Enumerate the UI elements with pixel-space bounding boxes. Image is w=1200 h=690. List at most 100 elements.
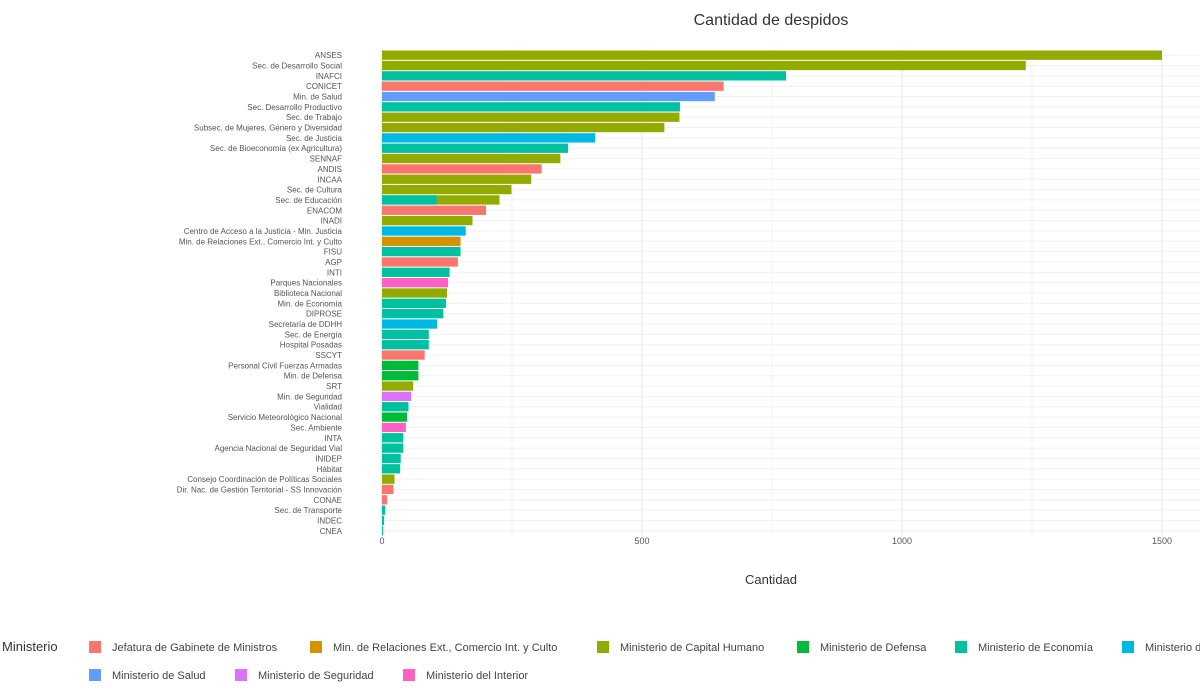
category-label: ENACOM bbox=[307, 206, 342, 215]
x-tick-label: 1500 bbox=[1152, 536, 1172, 546]
category-label: Biblioteca Nacional bbox=[274, 289, 342, 298]
category-label: INTI bbox=[327, 268, 342, 277]
legend-entry-label: Ministerio de Justicia bbox=[1145, 642, 1200, 654]
bar-3 bbox=[382, 81, 724, 91]
bar-29 bbox=[382, 350, 425, 360]
bar-14-segment-0 bbox=[382, 195, 437, 205]
x-tick-label: 1000 bbox=[892, 536, 912, 546]
bar-21 bbox=[382, 267, 450, 277]
category-label: Parques Nacionales bbox=[270, 279, 342, 288]
bar-16 bbox=[382, 215, 473, 226]
bar-12 bbox=[382, 174, 532, 184]
bar-34 bbox=[382, 402, 409, 412]
bar-0 bbox=[382, 50, 1162, 60]
x-tick-label: 500 bbox=[634, 536, 649, 546]
category-label: Sec. Desarrollo Productivo bbox=[247, 103, 342, 112]
bar-25 bbox=[382, 309, 444, 319]
legend-swatch bbox=[955, 641, 967, 653]
category-label: Sec. de Cultura bbox=[287, 186, 343, 195]
category-label: Min. de Relaciones Ext., Comercio Int. y… bbox=[179, 237, 343, 246]
category-label: CONAE bbox=[314, 496, 342, 505]
category-label: Sec. de Energía bbox=[285, 330, 343, 339]
category-label: Sec. de Educación bbox=[275, 196, 342, 205]
category-label: Agencia Nacional de Seguridad Vial bbox=[215, 444, 343, 453]
category-label: Centro de Acceso a la Justicia - Min. Ju… bbox=[184, 227, 343, 236]
category-label: Sec. de Trabajo bbox=[286, 113, 343, 122]
bar-35 bbox=[382, 412, 407, 422]
legend-entry-label: Ministerio de Seguridad bbox=[258, 670, 374, 682]
bar-31 bbox=[382, 371, 419, 381]
category-label: INCAA bbox=[318, 175, 343, 184]
bar-40 bbox=[382, 464, 401, 474]
bar-30 bbox=[382, 360, 419, 371]
category-label: Secretaría de DDHH bbox=[269, 320, 343, 329]
bar-7 bbox=[382, 122, 665, 133]
bar-33 bbox=[382, 391, 412, 402]
bar-19 bbox=[382, 246, 461, 257]
category-label: Servicio Meteorológico Nacional bbox=[228, 413, 343, 422]
category-label: Min. de Seguridad bbox=[277, 392, 342, 401]
bar-22 bbox=[382, 278, 449, 288]
category-label: Min. de Defensa bbox=[284, 372, 343, 381]
legend-swatch bbox=[1122, 641, 1134, 653]
bar-20 bbox=[382, 257, 458, 267]
legend-entry-label: Ministerio de Capital Humano bbox=[620, 642, 764, 654]
bar-24 bbox=[382, 298, 446, 308]
category-label: Min. de Salud bbox=[293, 93, 342, 102]
category-label: SENNAF bbox=[310, 155, 343, 164]
category-label: SSCYT bbox=[315, 351, 342, 360]
bar-10 bbox=[382, 153, 561, 164]
category-label: ANDIS bbox=[318, 165, 342, 174]
bar-18 bbox=[382, 236, 461, 246]
bar-26 bbox=[382, 319, 438, 329]
bar-14 bbox=[382, 195, 500, 205]
category-label: Hábitat bbox=[317, 465, 343, 474]
bars bbox=[382, 50, 1162, 536]
category-label: Min. de Economía bbox=[278, 299, 343, 308]
bar-38 bbox=[382, 443, 404, 453]
bar-23 bbox=[382, 288, 447, 298]
category-label: SRT bbox=[326, 382, 342, 391]
bar-41 bbox=[382, 474, 395, 484]
category-label: Sec. de Justicia bbox=[286, 134, 343, 143]
legend-swatch bbox=[235, 669, 247, 681]
bar-9 bbox=[382, 143, 569, 153]
category-label: ANSES bbox=[315, 51, 342, 60]
legend-swatch bbox=[597, 641, 609, 653]
category-label: INAFCI bbox=[316, 72, 342, 81]
bar-1 bbox=[382, 60, 1026, 71]
bar-11 bbox=[382, 164, 542, 174]
legend-entry-label: Min. de Relaciones Ext., Comercio Int. y… bbox=[333, 642, 557, 654]
bar-46 bbox=[382, 526, 383, 536]
bar-15 bbox=[382, 205, 486, 215]
legend-title: Ministerio bbox=[2, 639, 58, 654]
category-label: DIPROSE bbox=[306, 310, 342, 319]
category-label: Consejo Coordinación de Políticas Social… bbox=[187, 475, 342, 484]
category-label: Personal Civil Fuerzas Armadas bbox=[228, 361, 342, 370]
category-label: Sec. de Transporte bbox=[274, 506, 342, 515]
bar-17 bbox=[382, 226, 466, 236]
category-label: CONICET bbox=[306, 82, 342, 91]
bar-39 bbox=[382, 453, 401, 464]
category-label: Subsec. de Mujeres, Género y Diversidad bbox=[194, 124, 342, 133]
bar-36 bbox=[382, 422, 406, 433]
bar-13 bbox=[382, 184, 512, 195]
category-label: Sec. de Desarrollo Social bbox=[252, 62, 342, 71]
bar-45 bbox=[382, 515, 385, 526]
category-label: Dir. Nac. de Gestión Territorial - SS In… bbox=[177, 485, 342, 494]
x-tick-label: 0 bbox=[379, 536, 384, 546]
legend-swatch bbox=[797, 641, 809, 653]
legend-entry-label: Ministerio de Salud bbox=[112, 670, 206, 682]
bar-27 bbox=[382, 329, 429, 340]
bar-32 bbox=[382, 381, 414, 391]
bar-37 bbox=[382, 433, 404, 443]
category-label: INTA bbox=[324, 434, 342, 443]
bar-44 bbox=[382, 505, 386, 515]
category-label: CNEA bbox=[320, 527, 343, 536]
bar-6 bbox=[382, 112, 680, 122]
category-label: FISU bbox=[324, 248, 342, 257]
category-label: Sec. de Bioeconomía (ex Agricultura) bbox=[210, 144, 342, 153]
legend-swatch bbox=[89, 641, 101, 653]
legend-entry-label: Ministerio del Interior bbox=[426, 670, 528, 682]
